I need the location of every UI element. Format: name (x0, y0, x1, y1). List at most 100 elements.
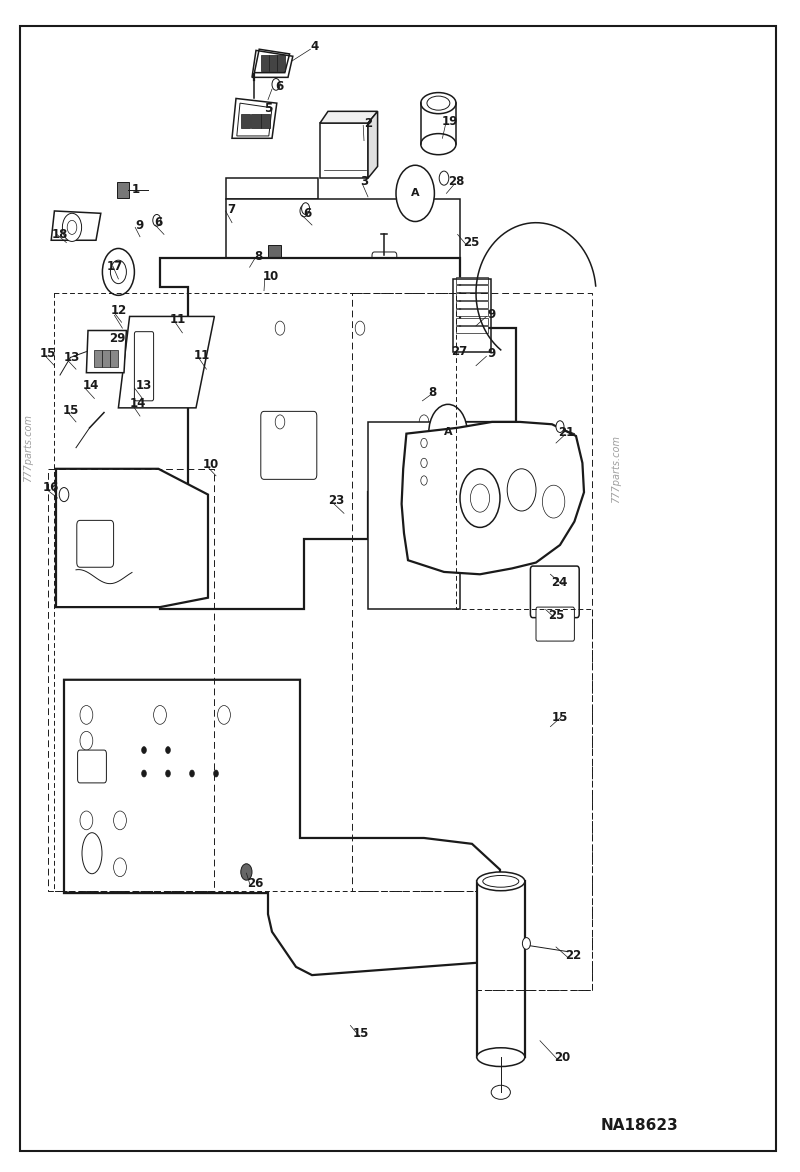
Ellipse shape (477, 872, 525, 891)
Circle shape (421, 476, 427, 485)
Circle shape (429, 404, 467, 461)
Text: 18: 18 (52, 227, 68, 241)
Circle shape (154, 706, 166, 724)
Polygon shape (160, 516, 200, 545)
Text: 24: 24 (551, 575, 567, 590)
FancyBboxPatch shape (530, 566, 579, 618)
Circle shape (166, 770, 170, 777)
Circle shape (556, 421, 564, 432)
FancyBboxPatch shape (94, 350, 102, 367)
Text: 6: 6 (303, 206, 311, 220)
FancyBboxPatch shape (261, 55, 269, 71)
Text: 15: 15 (40, 347, 56, 361)
Ellipse shape (312, 258, 344, 281)
Text: 13: 13 (136, 379, 152, 393)
Circle shape (195, 520, 205, 534)
FancyBboxPatch shape (456, 293, 488, 300)
Text: 10: 10 (262, 270, 278, 284)
Polygon shape (64, 680, 500, 975)
Ellipse shape (491, 1085, 510, 1099)
Text: 16: 16 (43, 481, 59, 495)
Circle shape (142, 770, 146, 777)
Ellipse shape (483, 875, 518, 887)
Ellipse shape (421, 93, 456, 114)
Text: 21: 21 (558, 425, 574, 440)
Circle shape (80, 811, 93, 830)
Circle shape (59, 488, 69, 502)
Text: 6: 6 (275, 80, 283, 94)
Circle shape (421, 458, 427, 468)
Text: 7: 7 (227, 203, 235, 217)
Circle shape (460, 469, 500, 527)
FancyBboxPatch shape (456, 277, 488, 284)
Circle shape (190, 770, 194, 777)
FancyBboxPatch shape (241, 114, 250, 128)
Polygon shape (320, 123, 368, 178)
Circle shape (419, 415, 429, 429)
FancyBboxPatch shape (456, 318, 488, 325)
Text: 27: 27 (451, 345, 467, 359)
Text: 29: 29 (110, 332, 126, 346)
Circle shape (114, 811, 126, 830)
Polygon shape (226, 178, 318, 199)
FancyBboxPatch shape (117, 182, 129, 198)
FancyBboxPatch shape (261, 114, 270, 128)
Text: 777parts.com: 777parts.com (611, 435, 621, 503)
Circle shape (102, 248, 134, 295)
FancyBboxPatch shape (269, 55, 277, 71)
Circle shape (114, 858, 126, 877)
Text: A: A (444, 428, 452, 437)
Circle shape (272, 79, 280, 90)
Circle shape (396, 165, 434, 222)
Text: 13: 13 (64, 350, 80, 364)
Polygon shape (51, 211, 101, 240)
Circle shape (355, 321, 365, 335)
FancyBboxPatch shape (261, 411, 317, 479)
FancyBboxPatch shape (77, 520, 114, 567)
FancyBboxPatch shape (456, 301, 488, 308)
Circle shape (153, 214, 161, 226)
Circle shape (470, 484, 490, 512)
Polygon shape (368, 422, 516, 609)
FancyBboxPatch shape (277, 55, 285, 71)
Circle shape (166, 747, 170, 754)
Text: 4: 4 (310, 40, 318, 54)
Text: 1: 1 (132, 183, 140, 197)
Circle shape (110, 260, 126, 284)
Text: 23: 23 (328, 493, 344, 507)
Text: 8: 8 (254, 250, 262, 264)
Text: 9: 9 (487, 307, 495, 321)
FancyBboxPatch shape (110, 350, 118, 367)
Text: 15: 15 (552, 710, 568, 724)
FancyBboxPatch shape (536, 607, 574, 641)
FancyBboxPatch shape (456, 326, 488, 333)
Polygon shape (402, 422, 584, 574)
Circle shape (218, 706, 230, 724)
Ellipse shape (421, 134, 456, 155)
Text: 11: 11 (194, 348, 210, 362)
Circle shape (439, 171, 449, 185)
Text: 12: 12 (110, 304, 126, 318)
Text: 2: 2 (364, 116, 372, 130)
Circle shape (522, 938, 530, 949)
Ellipse shape (477, 1048, 525, 1067)
Text: 15: 15 (63, 403, 79, 417)
Polygon shape (160, 258, 516, 609)
Circle shape (542, 485, 565, 518)
Circle shape (421, 438, 427, 448)
Text: 11: 11 (170, 313, 186, 327)
Text: 9: 9 (136, 218, 144, 232)
Text: A: A (411, 189, 419, 198)
Circle shape (302, 203, 310, 214)
Text: 28: 28 (449, 175, 465, 189)
Circle shape (300, 205, 308, 217)
Text: 5: 5 (264, 102, 272, 116)
Text: 10: 10 (203, 457, 219, 471)
Text: 20: 20 (554, 1050, 570, 1064)
FancyBboxPatch shape (78, 750, 106, 783)
FancyBboxPatch shape (251, 114, 261, 128)
Circle shape (80, 757, 93, 776)
FancyBboxPatch shape (268, 245, 281, 268)
Ellipse shape (427, 96, 450, 110)
Polygon shape (226, 199, 460, 284)
